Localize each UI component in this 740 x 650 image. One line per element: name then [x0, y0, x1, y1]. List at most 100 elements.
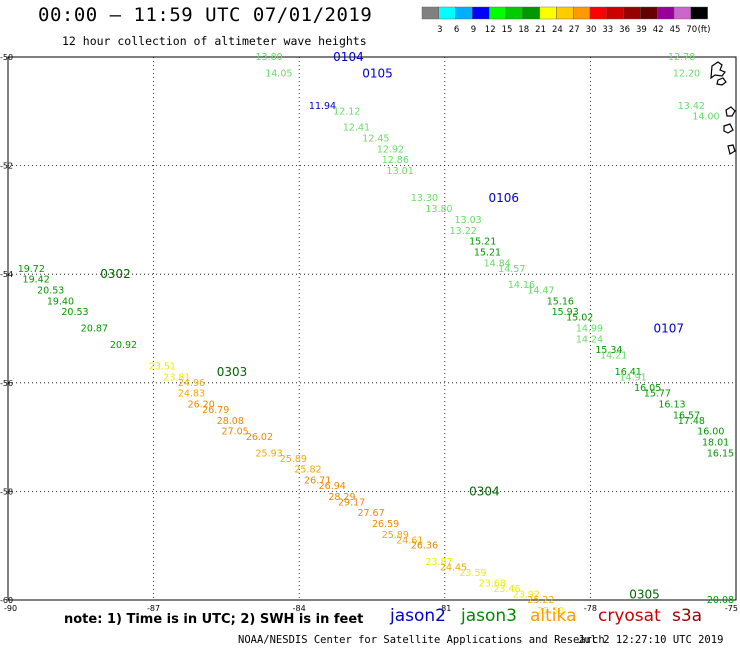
swh-value-label: 26.94: [319, 481, 346, 492]
color-bin-label: 36: [619, 25, 630, 35]
color-bin-label: 70: [686, 25, 697, 35]
color-bin-label: 24: [552, 25, 563, 35]
legend-s3a: s3a: [672, 606, 703, 626]
swh-value-label: 16.13: [658, 400, 685, 411]
swh-value-label: 23.87: [425, 557, 452, 568]
color-bin-swatch: [472, 6, 490, 20]
pass-id-label: 0106: [488, 191, 519, 205]
color-bin-label: 42: [653, 25, 664, 35]
swh-value-label: 16.57: [673, 410, 700, 421]
swh-value-label: 11.94: [309, 101, 336, 112]
color-bin-label: 6: [454, 25, 459, 35]
legend-jason3: jason3: [461, 606, 517, 626]
color-bin-swatch: [522, 6, 540, 20]
color-scale-unit: (ft): [698, 25, 711, 35]
swh-value-label: 13.80: [256, 52, 283, 63]
island-outline: [725, 106, 736, 117]
swh-readings: 13.80 11.94 14.05 12.12 12.4112.4512.9212.86…: [18, 52, 734, 617]
color-bin-label: 12: [485, 25, 496, 35]
color-bin-swatch: [690, 6, 708, 20]
swh-value-label: 14.47: [527, 285, 554, 296]
swh-value-label: 25.82: [294, 465, 321, 476]
swh-value-label: 13.03: [455, 215, 482, 226]
swh-value-label: 17.48: [678, 416, 705, 427]
swh-value-label: 12.41: [343, 123, 370, 134]
swh-value-label: 19.72: [18, 264, 45, 275]
swh-value-label: 26.20: [188, 400, 215, 411]
pass-id-label: 0104: [333, 50, 364, 64]
credit-line: NOAA/NESDIS Center for Satellite Applica…: [238, 634, 605, 646]
swh-value-label: 24.96: [178, 378, 205, 389]
axis-tick-labels: -90 -87 -84 -81 -78 -75 -50 -52 -54 -56 -58 -60: [0, 53, 738, 613]
swh-value-label: 23.59: [459, 568, 486, 579]
swh-value-label: 15.93: [552, 307, 579, 318]
swh-value-label: 28.08: [217, 416, 244, 427]
swh-value-label: 19.42: [23, 275, 50, 286]
map-frame: [7, 56, 737, 601]
swh-value-label: 26.59: [372, 519, 399, 530]
map-subtitle: 12 hour collection of altimeter wave hei…: [62, 34, 367, 48]
swh-value-label: 13.42: [678, 101, 705, 112]
swh-value-label: 12.45: [362, 133, 389, 144]
swh-value-label: 12.86: [382, 155, 409, 166]
swh-value-label: 23.81: [163, 372, 190, 383]
lat-tick-label: -50: [0, 53, 13, 62]
color-bin-label: 33: [602, 25, 613, 35]
swh-value-label: 25.89: [280, 454, 307, 465]
color-bin-label: 18: [518, 25, 529, 35]
color-bin-swatch: [657, 6, 675, 20]
swh-value-label: 12.78: [668, 52, 695, 63]
swh-value-label: 14.57: [498, 264, 525, 275]
swh-value-label: 20.08: [707, 595, 734, 606]
swh-value-label: 23.46: [493, 584, 520, 595]
lon-tick-label: -81: [438, 604, 451, 613]
island-outline: [727, 144, 736, 155]
swh-value-label: 20.53: [61, 307, 88, 318]
lon-tick-label: -87: [147, 604, 160, 613]
swh-value-label: 28.29: [328, 492, 355, 503]
color-bin-swatch: [489, 6, 507, 20]
swh-value-label: 14.91: [620, 372, 647, 383]
coastline-islands: [710, 61, 736, 155]
generated-timestamp: Jul 2 12:27:10 UTC 2019: [578, 634, 724, 646]
swh-value-label: 23.51: [149, 362, 176, 373]
swh-value-label: 23.50: [537, 606, 564, 617]
color-bin-label: 30: [586, 25, 597, 35]
swh-value-label: 16.15: [707, 448, 734, 459]
lon-tick-label: -84: [293, 604, 306, 613]
pass-id-label: 0302: [100, 267, 131, 281]
swh-value-label: 26.36: [411, 541, 438, 552]
swh-value-label: 16.05: [634, 383, 661, 394]
map-title: 00:00 – 11:59 UTC 07/01/2019: [38, 4, 373, 26]
swh-value-label: 27.67: [357, 508, 384, 519]
swh-value-label: 25.93: [256, 448, 283, 459]
swh-value-label: 14.05: [265, 68, 292, 79]
lat-tick-label: -60: [0, 596, 13, 605]
swh-value-label: 15.02: [566, 313, 593, 324]
pass-id-label: 0105: [362, 66, 393, 80]
swh-value-label: 26.79: [202, 405, 229, 416]
color-bin-label: 45: [670, 25, 681, 35]
swh-value-label: 14.84: [484, 258, 511, 269]
swh-value-label: 14.21: [600, 351, 627, 362]
swh-value-label: 19.40: [47, 296, 74, 307]
swh-value-label: 13.22: [450, 226, 477, 237]
color-bin-swatch: [623, 6, 641, 20]
color-bin-label: 9: [471, 25, 476, 35]
swh-value-label: 26.02: [246, 432, 273, 443]
color-bin-label: 21: [535, 25, 546, 35]
swh-value-label: 15.34: [595, 345, 622, 356]
swh-value-label: 13.01: [387, 166, 414, 177]
color-bin-swatch: [606, 6, 624, 20]
swh-value-label: 15.77: [644, 389, 671, 400]
swh-value-label: 16.41: [615, 367, 642, 378]
lat-tick-label: -56: [0, 379, 13, 388]
color-bin-swatch: [556, 6, 574, 20]
swh-value-label: 23.68: [479, 579, 506, 590]
swh-value-label: 15.16: [547, 296, 574, 307]
color-bin-swatch: [421, 6, 439, 20]
swh-value-label: 12.20: [673, 68, 700, 79]
swh-value-label: 15.21: [474, 247, 501, 258]
swh-value-label: 29.17: [338, 497, 365, 508]
island-outline: [716, 77, 727, 86]
